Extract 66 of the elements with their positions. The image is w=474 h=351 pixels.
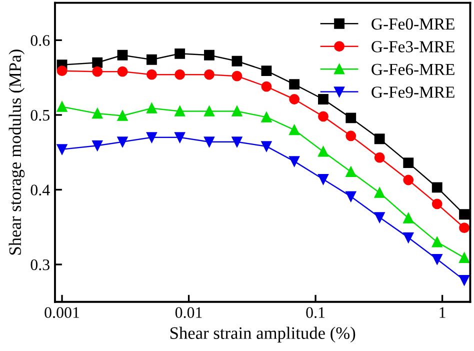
point bbox=[318, 146, 328, 157]
point bbox=[174, 106, 186, 116]
point bbox=[117, 66, 128, 77]
point bbox=[146, 69, 157, 80]
point bbox=[289, 156, 300, 167]
point bbox=[374, 187, 385, 198]
point bbox=[403, 212, 414, 224]
point bbox=[117, 136, 128, 148]
point bbox=[289, 124, 300, 136]
point bbox=[374, 134, 385, 144]
x-axis-title: Shear strain amplitude (%) bbox=[170, 326, 356, 343]
point bbox=[346, 166, 356, 177]
point bbox=[432, 182, 442, 193]
point bbox=[346, 191, 356, 202]
point bbox=[232, 70, 242, 82]
point bbox=[174, 48, 186, 59]
point bbox=[318, 94, 328, 104]
legend-label: G-Fe6-MRE bbox=[372, 64, 454, 76]
point bbox=[459, 222, 470, 234]
point bbox=[318, 174, 328, 184]
point bbox=[117, 50, 128, 60]
point bbox=[432, 198, 442, 210]
point bbox=[174, 132, 186, 143]
point bbox=[374, 152, 385, 163]
y-tick-label: 0.6 bbox=[30, 35, 50, 46]
point bbox=[261, 112, 272, 122]
point bbox=[146, 54, 157, 65]
point bbox=[459, 209, 470, 220]
point bbox=[374, 212, 385, 223]
point bbox=[232, 136, 242, 148]
point bbox=[204, 50, 214, 60]
x-tick-label: 1 bbox=[440, 307, 446, 318]
y-tick-label: 0.4 bbox=[30, 184, 50, 196]
point bbox=[146, 103, 157, 114]
point bbox=[117, 110, 128, 121]
point bbox=[289, 94, 300, 104]
point bbox=[261, 81, 272, 92]
y-axis-title: Shear storage modulus (MPa) bbox=[8, 50, 25, 255]
point bbox=[403, 232, 414, 243]
point bbox=[403, 158, 414, 168]
point bbox=[403, 174, 414, 186]
point bbox=[204, 69, 214, 80]
point bbox=[346, 112, 356, 124]
legend-label: G-Fe0-MRE bbox=[372, 18, 454, 30]
legend-label: G-Fe9-MRE bbox=[372, 86, 454, 98]
point bbox=[174, 69, 186, 80]
point bbox=[261, 66, 272, 76]
point bbox=[261, 141, 272, 152]
point bbox=[204, 106, 214, 116]
x-tick-label: 0.001 bbox=[44, 307, 80, 318]
point bbox=[289, 79, 300, 90]
point bbox=[432, 236, 442, 248]
point bbox=[432, 254, 442, 264]
point bbox=[459, 274, 470, 286]
point bbox=[232, 56, 242, 66]
y-tick-label: 0.3 bbox=[30, 259, 50, 270]
point bbox=[146, 132, 157, 143]
point bbox=[346, 130, 356, 142]
y-tick-label: 0.5 bbox=[30, 110, 50, 121]
point bbox=[204, 136, 214, 148]
x-tick-label: 0.1 bbox=[306, 307, 325, 318]
point bbox=[318, 111, 328, 122]
point bbox=[232, 106, 242, 116]
legend-label: G-Fe3-MRE bbox=[372, 41, 454, 52]
point bbox=[459, 252, 470, 263]
x-tick-label: 0.01 bbox=[175, 307, 202, 318]
